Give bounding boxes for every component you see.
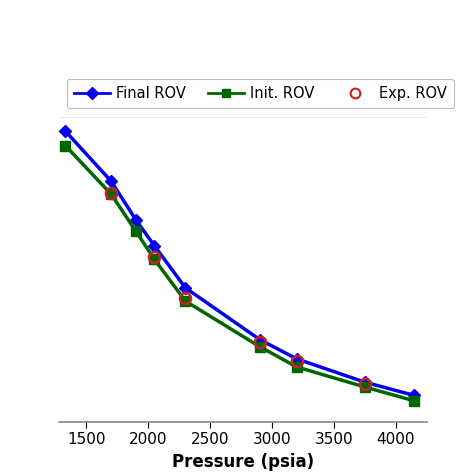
X-axis label: Pressure (psia): Pressure (psia) [172,453,314,471]
Legend: Final ROV, Init. ROV, Exp. ROV: Final ROV, Init. ROV, Exp. ROV [66,79,454,108]
